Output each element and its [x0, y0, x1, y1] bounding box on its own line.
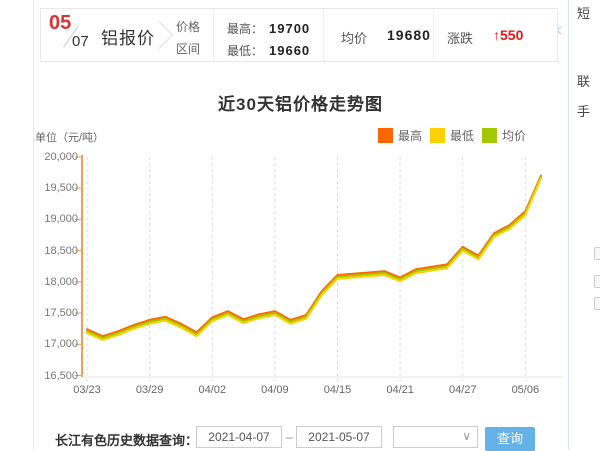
- y-axis-tick-label: 18,500: [44, 244, 78, 257]
- chart-title: 近30天铝价格走势图: [218, 95, 383, 114]
- y-axis-tick-label: 16,500: [44, 369, 78, 382]
- legend-item-high: 最高: [378, 127, 422, 144]
- legend-item-low: 最低: [430, 127, 474, 144]
- axis-unit-label: 单位（元/吨）: [35, 132, 105, 144]
- divider: [213, 9, 214, 61]
- quote-date-day: 07: [72, 33, 89, 50]
- legend-swatch-high: [378, 128, 393, 143]
- price-range-label: 区间: [176, 42, 201, 56]
- sidebar-partial-button[interactable]: [594, 275, 600, 288]
- quote-date-month: 05: [49, 12, 72, 34]
- sidebar-partial-button[interactable]: [594, 297, 600, 310]
- average-price-value: 19680: [387, 27, 431, 43]
- left-column-border: [33, 0, 34, 450]
- divider: [433, 9, 434, 61]
- high-value: 19700: [269, 21, 311, 36]
- y-axis-tick-label: 18,000: [44, 275, 78, 288]
- legend-label: 最低: [450, 129, 475, 143]
- divider: [323, 9, 324, 61]
- x-axis-tick-label: 04/21: [386, 384, 414, 396]
- y-axis-tick-label: 20,000: [44, 151, 78, 163]
- x-axis-tick-label: 04/15: [323, 384, 352, 396]
- panel-collapse-icon[interactable]: ‹: [556, 19, 563, 41]
- y-axis-tick-label: 19,000: [44, 213, 78, 226]
- legend-swatch-avg: [482, 128, 498, 143]
- legend-label: 均价: [502, 129, 527, 143]
- history-type-select[interactable]: ∨: [393, 426, 478, 448]
- product-name: 铝报价: [101, 29, 155, 48]
- low-label: 最低：: [227, 44, 264, 58]
- history-query-label: 长江有色历史数据查询：: [55, 433, 199, 448]
- sidebar-partial-text: 手: [577, 104, 591, 119]
- chart-legend: 最高 最低 均价: [378, 127, 526, 144]
- right-panel-border: [568, 0, 569, 450]
- y-axis-tick-label: 17,500: [44, 307, 78, 320]
- x-axis-tick-label: 04/27: [448, 384, 477, 396]
- sidebar-partial-button[interactable]: [594, 247, 600, 260]
- legend-item-avg: 均价: [482, 127, 526, 144]
- x-axis-tick-label: 03/23: [73, 384, 101, 396]
- high-label: 最高：: [227, 22, 264, 36]
- date-from-input[interactable]: [196, 426, 282, 448]
- query-button[interactable]: 查询: [485, 427, 535, 451]
- date-range-dash: –: [286, 430, 293, 444]
- high-price-row: 最高： 19700: [227, 20, 310, 37]
- price-range-label: 价格: [176, 20, 201, 34]
- y-axis-tick-label: 19,500: [44, 182, 78, 195]
- sidebar-partial-text: 短: [577, 6, 591, 21]
- average-price-label: 均价: [341, 31, 368, 46]
- sidebar-partial-text: 联: [577, 74, 591, 89]
- x-axis-tick-label: 05/06: [511, 384, 540, 396]
- low-value: 19660: [269, 43, 311, 58]
- low-price-row: 最低： 19660: [227, 42, 310, 59]
- quote-header-card: 05 07 铝报价 价格 区间 最高： 19700 最低： 19660 均价 196…: [40, 8, 558, 62]
- chevron-down-icon: ∨: [462, 429, 471, 443]
- x-axis-tick-label: 04/02: [198, 384, 226, 396]
- x-axis-tick-label: 04/09: [261, 384, 289, 396]
- legend-swatch-low: [430, 128, 446, 143]
- change-value-up: ↑550: [493, 27, 524, 43]
- legend-label: 最高: [398, 129, 423, 143]
- date-to-input[interactable]: [296, 426, 382, 448]
- y-axis-tick-label: 17,000: [44, 338, 78, 351]
- change-label: 涨跌: [447, 31, 474, 46]
- x-axis-tick-label: 03/29: [135, 384, 164, 396]
